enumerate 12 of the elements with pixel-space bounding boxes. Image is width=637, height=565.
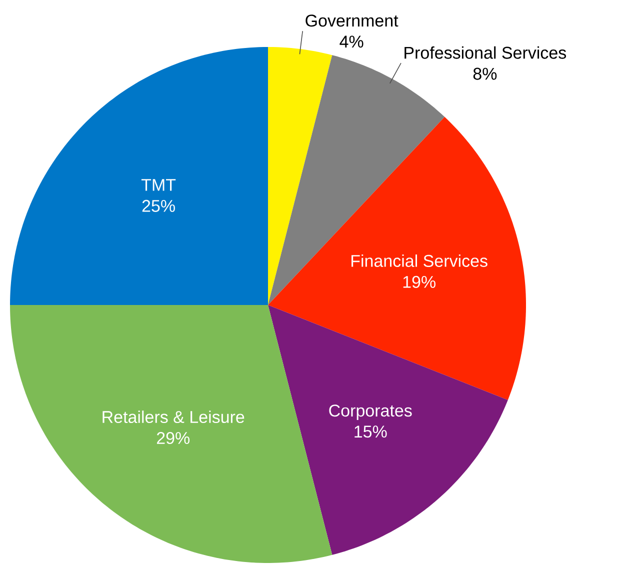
- slice-label: Retailers & Leisure: [102, 410, 244, 424]
- data-label: 8%: [473, 68, 497, 80]
- slice-label: TMT: [141, 179, 176, 191]
- slice-label: Government: [306, 14, 398, 27]
- data-label: 15%: [354, 426, 387, 438]
- slice-label: Financial Services: [352, 254, 488, 267]
- slice-label: Corporates: [329, 404, 412, 420]
- slice-label: Professional Services: [404, 46, 566, 59]
- data-label: 4%: [340, 36, 364, 48]
- data-label: 25%: [142, 200, 175, 212]
- data-label: 19%: [403, 276, 436, 288]
- data-label: 29%: [156, 432, 190, 444]
